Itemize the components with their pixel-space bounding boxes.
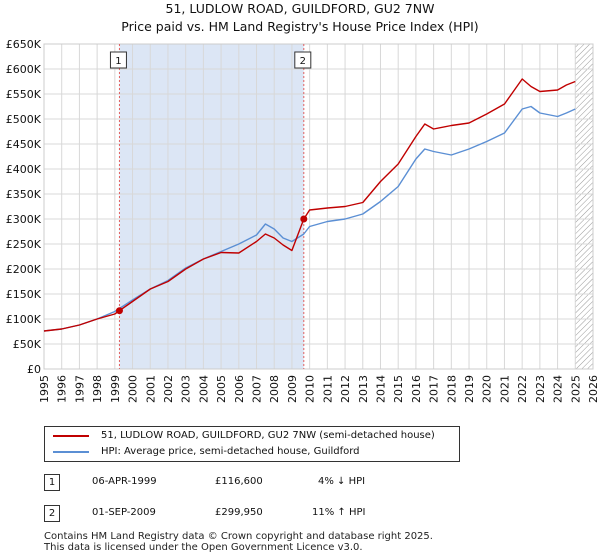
x-tick-label: 2026 xyxy=(587,375,600,403)
sale-point-2 xyxy=(300,215,308,223)
transaction-price-1: £116,600 xyxy=(215,476,263,487)
x-tick-label: 2019 xyxy=(463,375,476,403)
transaction-price-2: £299,950 xyxy=(215,507,263,518)
transaction-date-1: 06-APR-1999 xyxy=(92,476,157,487)
x-tick-label: 2025 xyxy=(569,375,582,403)
x-tick-label: 2016 xyxy=(410,375,423,403)
chart-title-line-1: 51, LUDLOW ROAD, GUILDFORD, GU2 7NW xyxy=(165,1,435,16)
x-tick-label: 2022 xyxy=(516,375,529,403)
annotation-box-2 xyxy=(294,51,312,69)
x-tick-label: 2010 xyxy=(304,375,317,403)
y-tick-label: £250K xyxy=(6,238,42,251)
x-tick-label: 2012 xyxy=(339,375,352,403)
transaction-badge-1: 1 xyxy=(44,474,60,491)
x-tick-label: 1999 xyxy=(109,375,122,403)
transaction-hpi-2: 11% ↑ HPI xyxy=(312,507,366,518)
x-tick-label: 2017 xyxy=(428,375,441,403)
x-tick-label: 1995 xyxy=(38,375,51,403)
x-tick-label: 2015 xyxy=(392,375,405,403)
x-tick-label: 2023 xyxy=(534,375,547,403)
y-tick-label: £550K xyxy=(6,88,42,101)
annotation-label-2: 2 xyxy=(300,56,306,67)
y-tick-label: £150K xyxy=(6,288,42,301)
x-tick-label: 2002 xyxy=(162,375,175,403)
x-tick-label: 2018 xyxy=(445,375,458,403)
x-tick-label: 2001 xyxy=(144,375,157,403)
y-tick-label: £650K xyxy=(6,38,42,51)
y-tick-label: £100K xyxy=(6,313,42,326)
y-tick-label: £50K xyxy=(13,338,42,351)
y-tick-label: £500K xyxy=(6,113,42,126)
chart-legend: 51, LUDLOW ROAD, GUILDFORD, GU2 7NW (sem… xyxy=(44,426,460,462)
x-tick-label: 1997 xyxy=(73,375,86,403)
x-tick-label: 2014 xyxy=(374,375,387,403)
x-tick-label: 2008 xyxy=(268,375,281,403)
annotation-box-1 xyxy=(109,51,127,69)
y-tick-label: £450K xyxy=(6,138,42,151)
x-tick-label: 2013 xyxy=(357,375,370,403)
transaction-date-2: 01-SEP-2009 xyxy=(92,507,156,518)
legend-swatch-price-paid xyxy=(53,435,89,437)
transaction-badge-2: 2 xyxy=(44,505,60,522)
x-tick-label: 1996 xyxy=(56,375,69,403)
y-tick-label: £200K xyxy=(6,263,42,276)
y-tick-label: £400K xyxy=(6,163,42,176)
x-tick-label: 2011 xyxy=(321,375,334,403)
future-hatch-region xyxy=(575,44,593,369)
ownership-period-shade xyxy=(119,44,304,369)
footer-line-1: Contains HM Land Registry data © Crown c… xyxy=(44,531,433,542)
legend-swatch-hpi xyxy=(53,451,89,453)
x-tick-label: 2009 xyxy=(286,375,299,403)
y-tick-label: £600K xyxy=(6,63,42,76)
hpi-line xyxy=(43,105,576,332)
x-tick-label: 2004 xyxy=(197,375,210,403)
legend-label-hpi: HPI: Average price, semi-detached house,… xyxy=(101,446,360,457)
y-tick-label: £300K xyxy=(6,213,42,226)
x-tick-label: 2000 xyxy=(127,375,140,403)
legend-label-price-paid: 51, LUDLOW ROAD, GUILDFORD, GU2 7NW (sem… xyxy=(101,430,435,441)
footer-attribution: Contains HM Land Registry data © Crown c… xyxy=(44,531,433,553)
x-tick-label: 2007 xyxy=(251,375,264,403)
x-tick-label: 2021 xyxy=(498,375,511,403)
transaction-hpi-1: 4% ↓ HPI xyxy=(318,476,366,487)
annotation-label-1: 1 xyxy=(115,56,121,67)
price-paid-line xyxy=(43,78,576,332)
x-tick-label: 2006 xyxy=(233,375,246,403)
y-tick-label: £0 xyxy=(27,363,41,376)
chart-title-line-2: Price paid vs. HM Land Registry's House … xyxy=(121,19,479,34)
footer-line-2: This data is licensed under the Open Gov… xyxy=(44,542,363,553)
x-tick-label: 2005 xyxy=(215,375,228,403)
x-tick-label: 2020 xyxy=(481,375,494,403)
x-tick-label: 1998 xyxy=(91,375,104,403)
price-chart: £0 £50K £100K £150K £200K £250K £300K £350K £400… xyxy=(6,38,600,403)
y-tick-label: £350K xyxy=(6,188,42,201)
x-tick-label: 2024 xyxy=(552,375,565,403)
plot-border xyxy=(43,43,594,370)
sale-point-1 xyxy=(115,307,123,315)
x-tick-label: 2003 xyxy=(180,375,193,403)
